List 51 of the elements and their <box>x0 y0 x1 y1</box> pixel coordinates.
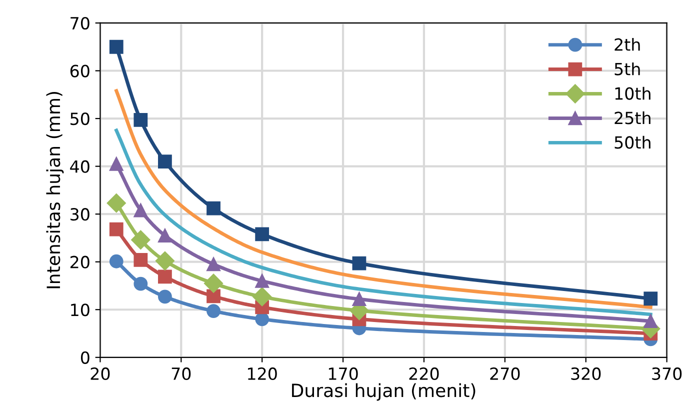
point <box>134 203 148 218</box>
x-tick-label: 270 <box>490 367 520 380</box>
point <box>134 276 148 291</box>
point <box>131 230 150 250</box>
point <box>352 256 366 270</box>
point <box>134 252 148 267</box>
point <box>204 274 224 293</box>
legend-label: 50th <box>614 136 650 149</box>
y-tick-label: 10 <box>71 304 90 316</box>
x-tick-label: 320 <box>571 367 601 380</box>
x-tick-label: 70 <box>172 367 191 380</box>
point <box>109 222 124 236</box>
point <box>252 287 272 306</box>
point <box>158 228 172 243</box>
point <box>155 251 174 270</box>
x-axis-title: Durasi hujan (menit) <box>292 383 476 401</box>
y-tick-label: 20 <box>70 256 90 268</box>
y-tick-label: 30 <box>70 208 90 221</box>
legend-label: 5th <box>614 62 640 76</box>
point <box>109 254 124 268</box>
point <box>644 314 658 328</box>
point <box>255 312 270 326</box>
point <box>158 290 172 304</box>
x-tick-label: 20 <box>90 367 110 380</box>
point <box>206 289 220 304</box>
legend-label: 10th <box>615 86 650 100</box>
point <box>158 154 172 168</box>
point <box>352 292 366 306</box>
point <box>134 113 148 127</box>
x-tick-label: 220 <box>409 367 439 380</box>
y-tick-label: 50 <box>70 112 90 126</box>
point <box>158 270 172 284</box>
y-tick-label: 40 <box>70 160 90 173</box>
y-tick-label: 70 <box>70 16 90 30</box>
point <box>109 40 124 54</box>
point <box>255 227 270 242</box>
point <box>206 304 220 318</box>
x-tick-label: 370 <box>652 367 682 380</box>
y-tick-label: 60 <box>70 64 90 78</box>
x-tick-label: 120 <box>248 367 277 380</box>
point <box>206 257 220 272</box>
point <box>106 194 126 213</box>
point <box>255 274 270 288</box>
point <box>644 292 658 306</box>
x-tick-label: 170 <box>328 367 358 380</box>
point <box>206 201 220 216</box>
point <box>109 156 124 171</box>
legend-label: 25th <box>614 111 650 124</box>
y-axis-title: Intensitas hujan (mm) <box>46 92 64 288</box>
legend-label: 2th <box>614 38 640 51</box>
y-tick-label: 0 <box>80 351 90 364</box>
